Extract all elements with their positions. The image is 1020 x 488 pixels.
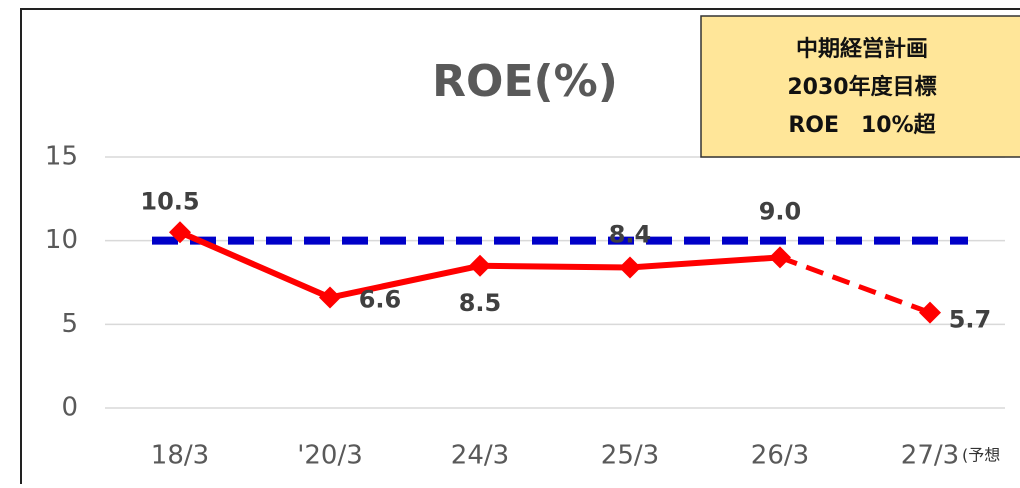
- marker: [469, 254, 491, 277]
- data-label: 5.7: [949, 306, 992, 334]
- marker: [169, 221, 191, 244]
- x-tick-note: (予想: [962, 446, 1000, 465]
- y-tick-label: 5: [61, 309, 78, 339]
- data-label: 10.5: [140, 187, 199, 215]
- annotation-box: [700, 15, 1020, 158]
- x-tick-label: '20/3: [297, 441, 363, 471]
- x-tick-label: 25/3: [601, 441, 659, 471]
- x-tick-label: 24/3: [451, 441, 509, 471]
- x-tick-label: 27/3: [901, 441, 959, 471]
- annotation-text: ROE 10%超: [788, 113, 936, 138]
- data-label: 8.5: [459, 289, 502, 317]
- marker: [319, 286, 341, 309]
- y-tick-label: 0: [61, 393, 78, 423]
- y-tick-label: 15: [45, 142, 78, 172]
- y-tick-label: 10: [45, 225, 78, 255]
- marker: [919, 301, 941, 324]
- marker: [769, 246, 791, 269]
- marker: [619, 256, 641, 279]
- annotation-text: 2030年度目標: [787, 74, 936, 100]
- x-tick-label: 26/3: [751, 441, 809, 471]
- data-label: 9.0: [759, 197, 802, 225]
- x-tick-label: 18/3: [151, 441, 209, 471]
- chart-title: ROE(%): [432, 56, 618, 107]
- data-label: 6.6: [359, 286, 402, 314]
- annotation-text: 中期経営計画: [796, 36, 928, 62]
- data-label: 8.4: [609, 220, 652, 248]
